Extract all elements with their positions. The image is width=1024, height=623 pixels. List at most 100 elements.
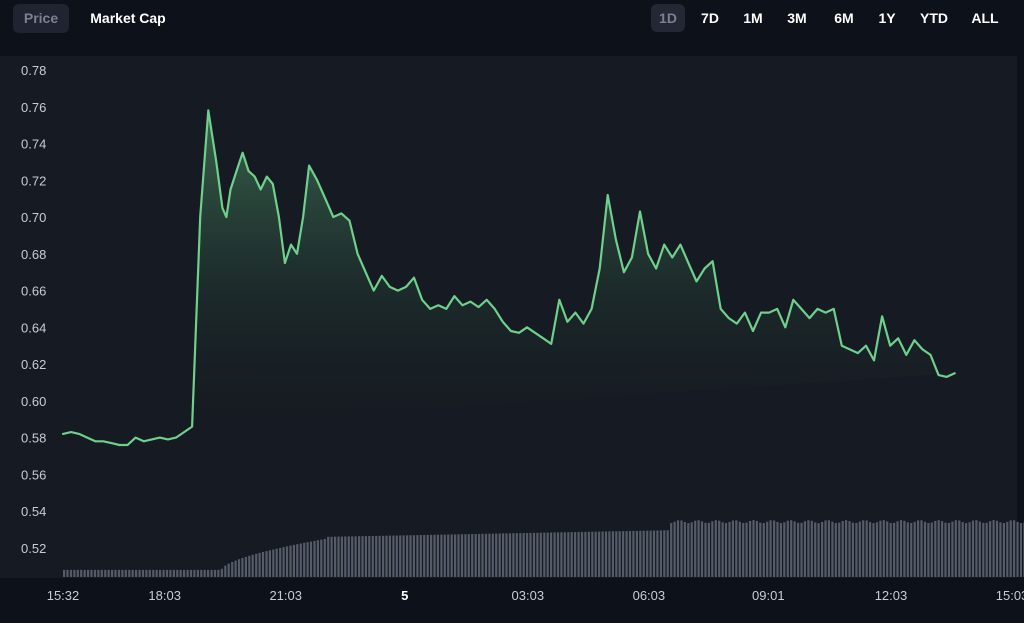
volume-bar: [464, 534, 467, 577]
volume-bar: [652, 530, 656, 577]
volume-bar: [639, 530, 642, 577]
volume-bar: [683, 522, 686, 577]
volume-bar: [368, 536, 371, 577]
volume-bar: [251, 554, 254, 577]
volume-bar: [680, 520, 683, 577]
volume-bar: [430, 534, 433, 577]
volume-bar: [930, 522, 933, 577]
volume-bar: [354, 536, 357, 577]
range-button-1d[interactable]: 1D: [651, 4, 685, 32]
volume-bar: [128, 569, 131, 577]
volume-bar: [724, 523, 728, 577]
volume-bar: [237, 559, 241, 577]
y-tick-label: 0.56: [21, 467, 46, 482]
tab-market-cap[interactable]: Market Cap: [90, 10, 166, 26]
volume-bar: [340, 536, 343, 577]
volume-bar: [917, 520, 920, 577]
volume-bar: [649, 530, 652, 577]
tab-price[interactable]: Price: [13, 4, 69, 33]
range-button-all[interactable]: ALL: [971, 10, 999, 26]
x-tick-label: 15:32: [47, 588, 80, 603]
range-button-7d[interactable]: 7D: [701, 10, 719, 26]
volume-bar: [769, 520, 772, 577]
price-chart[interactable]: 0.78 0.76 0.74 0.72 0.70 0.68 0.66 0.64 0.62 0.60…: [0, 44, 1024, 618]
volume-bar: [87, 569, 90, 577]
volume-bar: [838, 522, 841, 577]
volume-bar: [807, 520, 810, 577]
volume-bar: [790, 520, 793, 577]
volume-bar: [776, 522, 779, 577]
volume-bar: [378, 535, 381, 577]
volume-bar: [440, 534, 443, 577]
volume-bar: [937, 520, 940, 577]
volume-bar: [358, 536, 361, 577]
range-button-ytd[interactable]: YTD: [920, 10, 948, 26]
volume-bar: [567, 532, 570, 577]
volume-bar: [519, 533, 522, 577]
volume-bar: [279, 547, 282, 577]
volume-bar: [985, 522, 988, 577]
volume-bar: [824, 520, 827, 577]
volume-bar: [903, 520, 906, 577]
volume-bar: [183, 569, 186, 577]
volume-bar: [292, 544, 295, 577]
volume-bar: [320, 539, 323, 577]
volume-bar: [663, 530, 666, 577]
volume-bar: [1019, 523, 1023, 577]
range-button-3m[interactable]: 3M: [787, 10, 807, 26]
volume-bar: [471, 534, 474, 577]
volume-bar: [797, 522, 800, 577]
volume-bar: [148, 569, 151, 577]
volume-bar: [553, 532, 556, 577]
volume-bar: [412, 535, 415, 577]
volume-bar: [858, 521, 861, 577]
volume-bar: [721, 522, 724, 577]
volume-bar: [145, 569, 148, 577]
volume-bar: [186, 569, 189, 577]
volume-bar: [316, 540, 319, 577]
chart-canvas: 0.78 0.76 0.74 0.72 0.70 0.68 0.66 0.64 0.62 0.60…: [0, 56, 1024, 603]
volume-bar: [306, 542, 309, 577]
volume-bar: [76, 569, 79, 577]
volume-bar: [121, 569, 124, 577]
volume-bar: [337, 536, 340, 577]
volume-bar: [875, 522, 879, 577]
volume-bar: [409, 535, 412, 577]
volume-bar: [618, 531, 621, 577]
volume-bar: [162, 569, 165, 577]
volume-bar: [114, 569, 117, 577]
volume-bar: [958, 520, 961, 577]
range-button-6m[interactable]: 6M: [834, 10, 854, 26]
volume-bar: [282, 547, 285, 577]
range-button-1y[interactable]: 1Y: [878, 10, 896, 26]
volume-bar: [303, 542, 306, 577]
volume-bar: [327, 536, 330, 577]
volume-bar: [944, 522, 947, 577]
volume-bar: [954, 520, 957, 577]
volume-bar: [749, 521, 752, 577]
volume-bar: [402, 535, 405, 577]
volume-bar: [999, 522, 1002, 577]
volume-bar: [893, 522, 896, 577]
volume-bar: [546, 532, 549, 577]
volume-bar: [467, 534, 470, 577]
volume-bar: [899, 520, 903, 577]
volume-bar: [601, 531, 604, 577]
volume-bars: [63, 520, 1024, 577]
volume-bar: [539, 532, 542, 577]
volume-bar: [615, 531, 618, 577]
volume-bar: [97, 569, 100, 577]
volume-bar: [728, 522, 731, 577]
range-button-1m[interactable]: 1M: [743, 10, 763, 26]
volume-bar: [200, 569, 203, 577]
volume-bar: [385, 535, 388, 577]
volume-bar: [323, 539, 326, 577]
volume-bar: [714, 520, 717, 577]
volume-bar: [196, 569, 199, 577]
volume-bar: [580, 531, 584, 577]
volume-bar: [213, 569, 217, 577]
volume-bar: [934, 520, 937, 577]
y-tick-label: 0.66: [21, 284, 46, 299]
volume-bar: [426, 534, 429, 577]
volume-bar: [779, 523, 782, 577]
